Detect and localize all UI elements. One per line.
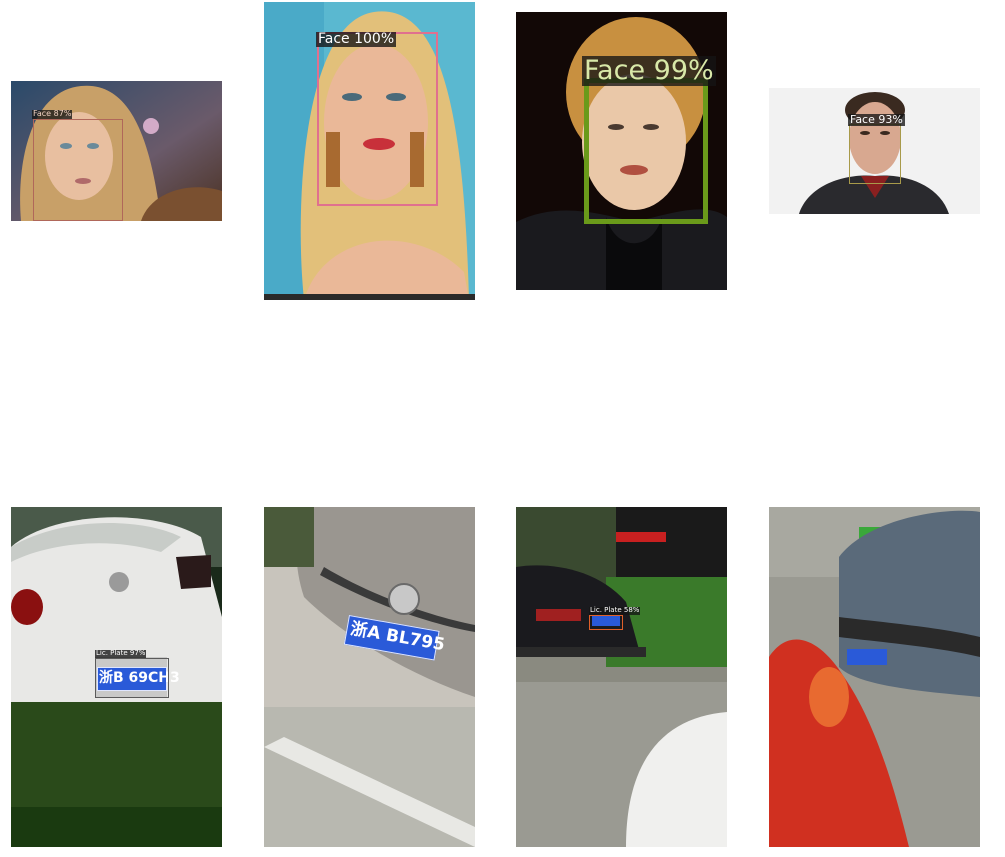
photo-car-grey-suv	[769, 507, 980, 847]
photo-face-woman-earrings: Face 100%	[264, 2, 475, 300]
photo-face-older-woman: Face 99%	[516, 12, 727, 290]
plate-bounding-box	[95, 658, 169, 698]
photo-car-black-parking-image	[516, 507, 727, 847]
detection-label: Face 99%	[582, 55, 716, 86]
face-bounding-box	[849, 124, 901, 184]
photo-car-black-parking: Lic. Plate 58%	[516, 507, 727, 847]
detection-label: Face 93%	[848, 113, 905, 127]
license-plate	[592, 616, 620, 626]
photo-face-man-suit: Face 93%	[769, 88, 980, 214]
photo-face-girl: Face 87%	[11, 81, 222, 221]
face-bounding-box	[33, 119, 123, 221]
photo-face-woman-earrings-image	[264, 2, 475, 300]
photo-car-grey-suv-image	[769, 507, 980, 847]
detection-label: Face 100%	[316, 31, 397, 48]
detection-label: Lic. Plate 97%	[95, 649, 147, 658]
detection-label: Face 87%	[32, 109, 73, 119]
photo-car-white-rear: 浙B 69CH3 Lic. Plate 97%	[11, 507, 222, 847]
face-bounding-box	[584, 78, 708, 224]
plate-bounding-box	[589, 615, 623, 630]
license-plate-text: 浙B 69CH3	[99, 670, 180, 686]
face-bounding-box	[317, 32, 438, 206]
photo-car-grey-front: 浙A BL795	[264, 507, 475, 847]
detection-label: Lic. Plate 58%	[589, 606, 641, 615]
license-plate	[97, 667, 167, 691]
photo-car-grey-front-image	[264, 507, 475, 847]
photo-face-older-woman-image	[516, 12, 727, 290]
